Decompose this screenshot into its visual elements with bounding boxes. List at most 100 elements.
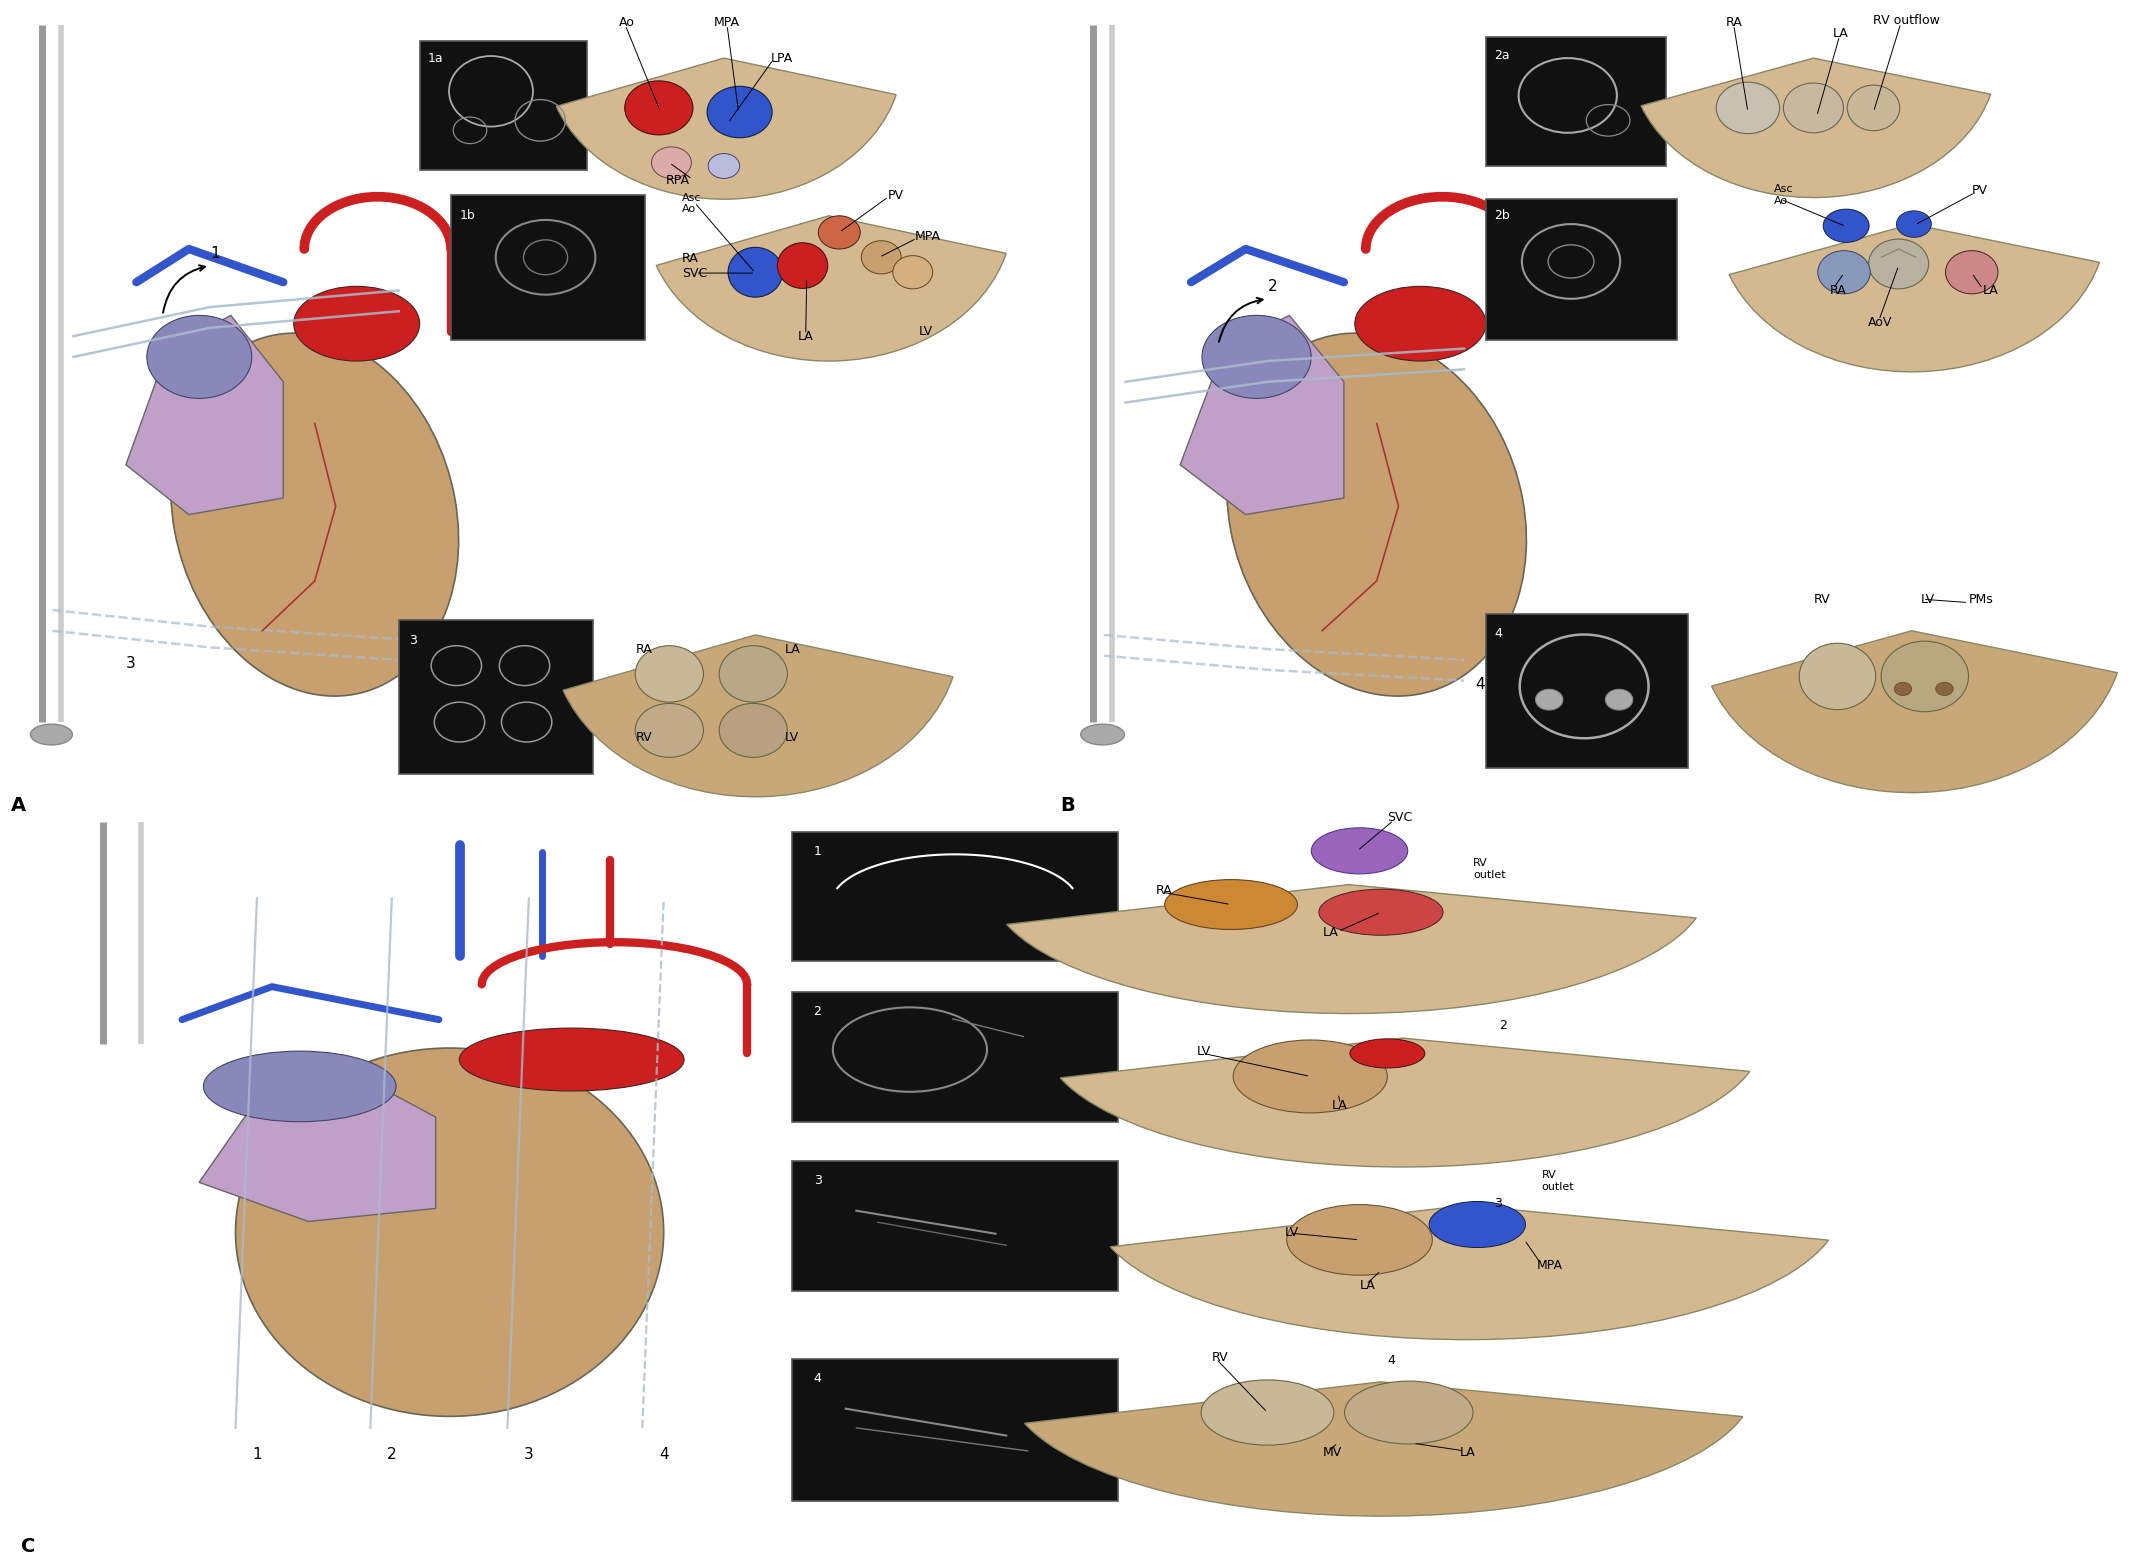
Ellipse shape — [709, 153, 739, 179]
Text: MV: MV — [1323, 1445, 1342, 1460]
Text: Asc: Asc — [681, 193, 702, 202]
FancyBboxPatch shape — [398, 620, 593, 774]
Ellipse shape — [293, 287, 420, 362]
Ellipse shape — [171, 334, 458, 695]
Ellipse shape — [1535, 689, 1563, 709]
Wedge shape — [657, 216, 1006, 362]
Text: 4: 4 — [814, 1372, 822, 1384]
Text: RV: RV — [1813, 594, 1831, 606]
Text: 2b: 2b — [1494, 210, 1509, 222]
Ellipse shape — [651, 147, 692, 179]
Text: RA: RA — [1831, 283, 1846, 298]
Ellipse shape — [1895, 683, 1912, 695]
Text: RA: RA — [1156, 885, 1173, 897]
Text: 4: 4 — [1475, 677, 1484, 692]
Wedge shape — [1640, 58, 1991, 197]
Text: Ao: Ao — [619, 16, 636, 28]
Text: LA: LA — [1332, 1099, 1347, 1112]
Ellipse shape — [1165, 880, 1297, 930]
Text: 3: 3 — [814, 1173, 822, 1187]
Text: 2: 2 — [388, 1447, 396, 1461]
Ellipse shape — [1717, 81, 1779, 133]
Ellipse shape — [818, 216, 861, 249]
Polygon shape — [1180, 315, 1345, 515]
Text: LV: LV — [1197, 1046, 1212, 1059]
Ellipse shape — [861, 241, 901, 274]
Wedge shape — [557, 58, 897, 199]
Text: 3: 3 — [525, 1447, 533, 1461]
Text: RV: RV — [1212, 1351, 1229, 1364]
Ellipse shape — [1946, 251, 1998, 294]
FancyBboxPatch shape — [792, 833, 1118, 962]
FancyBboxPatch shape — [792, 1359, 1118, 1500]
FancyBboxPatch shape — [1486, 38, 1666, 166]
Wedge shape — [1060, 1038, 1749, 1167]
Text: A: A — [11, 796, 26, 814]
Text: Ao: Ao — [1381, 1024, 1396, 1037]
Text: RA: RA — [1726, 16, 1743, 28]
Text: RV
outlet: RV outlet — [1542, 1170, 1574, 1192]
Ellipse shape — [1319, 889, 1443, 935]
Text: MPA: MPA — [914, 230, 940, 243]
FancyBboxPatch shape — [1486, 614, 1687, 767]
FancyBboxPatch shape — [420, 41, 587, 171]
Text: LV: LV — [786, 730, 799, 744]
Text: 2: 2 — [1499, 1018, 1507, 1032]
Text: PV: PV — [889, 188, 904, 202]
Text: 1: 1 — [814, 846, 822, 858]
Ellipse shape — [1287, 1204, 1432, 1275]
Polygon shape — [126, 315, 283, 515]
Text: LPA: LPA — [771, 52, 794, 64]
Text: LA: LA — [1323, 927, 1338, 940]
Ellipse shape — [1201, 1380, 1334, 1445]
Ellipse shape — [636, 703, 704, 758]
FancyBboxPatch shape — [452, 196, 644, 340]
Ellipse shape — [1869, 240, 1929, 288]
Text: 2: 2 — [814, 1005, 822, 1018]
Text: MPA: MPA — [713, 16, 739, 28]
Text: 4: 4 — [1387, 1355, 1396, 1367]
Ellipse shape — [203, 1051, 396, 1121]
Text: 4: 4 — [659, 1447, 668, 1461]
Text: B: B — [1060, 796, 1075, 814]
Text: RV
outlet: RV outlet — [1473, 858, 1505, 880]
Ellipse shape — [777, 243, 829, 288]
Ellipse shape — [707, 86, 773, 138]
Text: LA: LA — [1983, 283, 1998, 298]
FancyBboxPatch shape — [1486, 199, 1676, 340]
Text: PV: PV — [1972, 185, 1987, 197]
FancyBboxPatch shape — [792, 991, 1118, 1123]
Ellipse shape — [1818, 251, 1871, 294]
Text: 1b: 1b — [460, 210, 475, 222]
Ellipse shape — [719, 645, 788, 702]
Ellipse shape — [1349, 1038, 1426, 1068]
Ellipse shape — [1430, 1201, 1524, 1248]
FancyBboxPatch shape — [792, 1160, 1118, 1292]
Ellipse shape — [148, 315, 253, 398]
Wedge shape — [1026, 1381, 1743, 1516]
Ellipse shape — [893, 255, 933, 288]
Text: SVC: SVC — [681, 268, 707, 280]
Text: 3: 3 — [126, 656, 135, 672]
Ellipse shape — [1783, 83, 1843, 133]
Ellipse shape — [1355, 287, 1486, 362]
Text: LA: LA — [1460, 1445, 1475, 1460]
Polygon shape — [199, 1077, 437, 1221]
Ellipse shape — [1233, 1040, 1387, 1113]
Text: LA: LA — [1360, 1279, 1375, 1292]
Text: LV: LV — [1920, 594, 1935, 606]
Ellipse shape — [1798, 644, 1876, 709]
Text: C: C — [21, 1538, 36, 1557]
Text: 1a: 1a — [428, 52, 443, 64]
Ellipse shape — [30, 723, 73, 745]
Text: LA: LA — [786, 642, 801, 656]
Text: RV outflow: RV outflow — [1873, 14, 1940, 27]
Ellipse shape — [1824, 210, 1869, 243]
Ellipse shape — [460, 1029, 685, 1092]
Text: 1: 1 — [210, 246, 218, 260]
Text: 2a: 2a — [1494, 49, 1509, 63]
Text: PMs: PMs — [1968, 594, 1993, 606]
Ellipse shape — [1227, 334, 1527, 695]
Text: MPA: MPA — [1537, 1259, 1563, 1272]
Ellipse shape — [1606, 689, 1634, 709]
